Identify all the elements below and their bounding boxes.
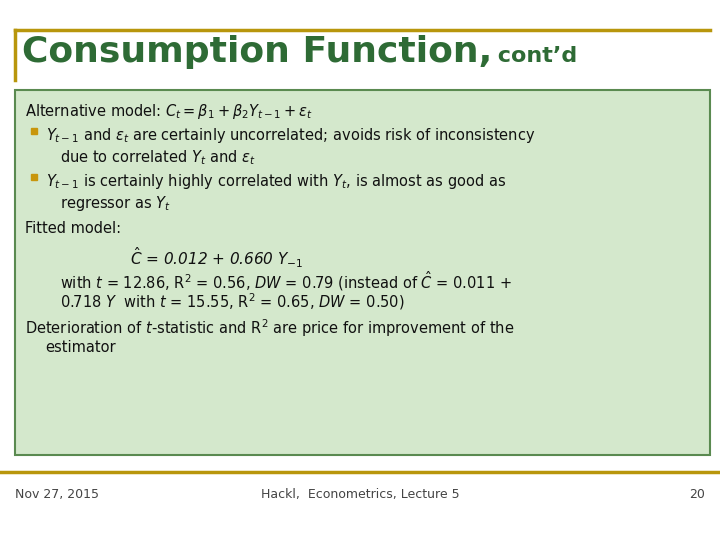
Text: with $t$ = 12.86, R$^2$ = 0.56, $DW$ = 0.79 (instead of $\hat{C}$ = 0.011 +: with $t$ = 12.86, R$^2$ = 0.56, $DW$ = 0… <box>60 269 512 293</box>
Text: cont’d: cont’d <box>490 46 577 66</box>
Text: due to correlated $Y_t$ and $\varepsilon_t$: due to correlated $Y_t$ and $\varepsilon… <box>60 148 256 167</box>
Text: Hackl,  Econometrics, Lecture 5: Hackl, Econometrics, Lecture 5 <box>261 488 459 501</box>
Text: Deterioration of $t$-statistic and R$^2$ are price for improvement of the: Deterioration of $t$-statistic and R$^2$… <box>25 318 514 339</box>
Text: 0.718 $Y$  with $t$ = 15.55, R$^2$ = 0.65, $DW$ = 0.50): 0.718 $Y$ with $t$ = 15.55, R$^2$ = 0.65… <box>60 291 405 312</box>
Text: Alternative model: $C_t = \beta_1 + \beta_2 Y_{t-1} + \varepsilon_t$: Alternative model: $C_t = \beta_1 + \bet… <box>25 102 313 121</box>
Text: 20: 20 <box>689 488 705 501</box>
Text: $Y_{t-1}$ is certainly highly correlated with $Y_t$, is almost as good as: $Y_{t-1}$ is certainly highly correlated… <box>46 172 506 191</box>
Text: estimator: estimator <box>45 340 116 355</box>
Text: $Y_{t-1}$ and $\varepsilon_t$ are certainly uncorrelated; avoids risk of inconsi: $Y_{t-1}$ and $\varepsilon_t$ are certai… <box>46 126 536 145</box>
FancyBboxPatch shape <box>15 90 710 455</box>
Text: regressor as $Y_t$: regressor as $Y_t$ <box>60 194 171 213</box>
Text: $\hat{C}$ = 0.012 + 0.660 $Y_{-1}$: $\hat{C}$ = 0.012 + 0.660 $Y_{-1}$ <box>130 245 303 269</box>
Text: Fitted model:: Fitted model: <box>25 221 121 236</box>
Text: Nov 27, 2015: Nov 27, 2015 <box>15 488 99 501</box>
Text: Consumption Function,: Consumption Function, <box>22 35 492 69</box>
